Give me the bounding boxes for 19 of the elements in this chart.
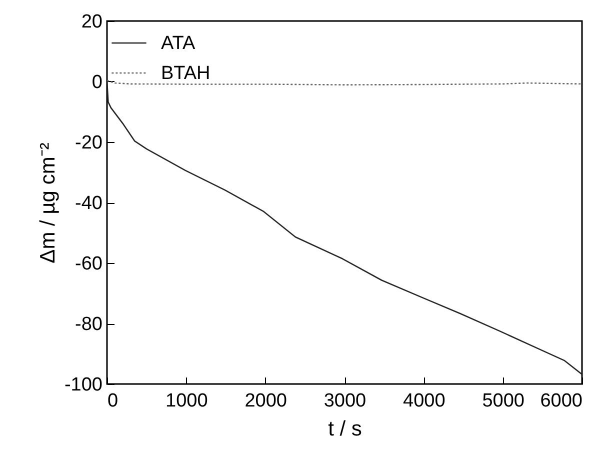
- y-tick-label: -100: [64, 374, 102, 396]
- y-tick-label: 20: [81, 12, 102, 32]
- y-tick-label: 0: [92, 72, 102, 93]
- x-tick-label: 2000: [244, 390, 287, 412]
- legend-label: ATA: [161, 33, 196, 54]
- y-tick-label: -20: [75, 132, 102, 154]
- x-axis-title: t / s: [328, 418, 362, 440]
- x-tick-label: 0: [108, 390, 118, 412]
- x-tick-label: 1000: [166, 390, 208, 412]
- legend-label: BTAH: [161, 63, 210, 84]
- x-tick-label: 5000: [482, 390, 524, 412]
- line-series: [107, 80, 582, 375]
- x-tick-label: 6000: [540, 390, 582, 412]
- y-tick-label: -60: [75, 254, 102, 274]
- x-tick-label: 4000: [403, 390, 446, 412]
- y-tick-label: -80: [75, 314, 102, 335]
- y-axis-title: Δm / µg cm⁻²: [36, 142, 60, 264]
- x-tick-label: 3000: [324, 390, 366, 412]
- y-tick-label: -40: [75, 193, 102, 214]
